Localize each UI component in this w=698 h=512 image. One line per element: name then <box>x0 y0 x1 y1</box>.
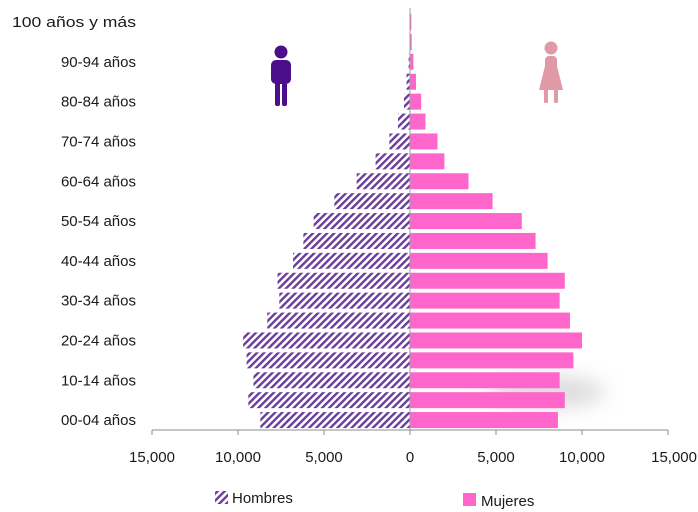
bar-mujeres-25-29-a-os <box>410 312 570 329</box>
category-label: 00-04 años <box>61 412 136 429</box>
bar-hombres-30-34-a-os <box>279 292 410 309</box>
bar-mujeres-20-24-a-os <box>410 332 582 349</box>
x-tick-label: 15,000 <box>129 449 175 466</box>
x-tick-label: 5,000 <box>305 449 343 466</box>
bar-hombres-55-59-a-os <box>334 193 410 210</box>
category-label: 40-44 años <box>61 253 136 270</box>
bar-mujeres-05-09-a-os <box>410 392 565 409</box>
bar-mujeres-100-a-os-y-m-s <box>410 14 412 31</box>
legend-item-hombres: Hombres <box>215 490 293 507</box>
category-label: 60-64 años <box>61 173 136 190</box>
bar-hombres-15-19-a-os <box>246 352 410 369</box>
bar-mujeres-50-54-a-os <box>410 213 522 230</box>
bar-mujeres-60-64-a-os <box>410 173 469 190</box>
legend-swatch-hombres <box>215 491 228 504</box>
legend-swatch-mujeres <box>463 493 476 506</box>
bar-mujeres-40-44-a-os <box>410 252 548 269</box>
x-axis-tick-labels: 15,000 10,000 5,000 0 5,000 10,000 15,000 <box>129 449 697 466</box>
bar-mujeres-15-19-a-os <box>410 352 574 369</box>
y-axis-category-labels: 00-04 años 10-14 años 20-24 años 30-34 años… <box>12 14 136 429</box>
bar-hombres-40-44-a-os <box>293 252 410 269</box>
bar-hombres-10-14-a-os <box>253 372 410 389</box>
bar-hombres-45-49-a-os <box>303 232 410 249</box>
x-tick-label: 15,000 <box>651 449 697 466</box>
bar-mujeres-65-69-a-os <box>410 153 445 170</box>
bar-mujeres-80-84-a-os <box>410 93 422 110</box>
female-figure-icon <box>539 41 563 103</box>
mujeres-bars <box>410 14 582 429</box>
bar-hombres-25-29-a-os <box>267 312 410 329</box>
bar-mujeres-30-34-a-os <box>410 292 560 309</box>
bar-hombres-00-04-a-os <box>260 412 410 429</box>
category-label: 70-74 años <box>61 133 136 150</box>
category-label: 50-54 años <box>61 213 136 230</box>
bar-hombres-65-69-a-os <box>375 153 410 170</box>
bar-hombres-50-54-a-os <box>313 213 410 230</box>
bar-mujeres-85-89-a-os <box>410 73 417 90</box>
legend-item-mujeres: Mujeres <box>463 493 534 510</box>
category-label: 30-34 años <box>61 293 136 310</box>
bar-mujeres-95-99-a-os <box>410 33 412 50</box>
bar-hombres-05-09-a-os <box>248 392 410 409</box>
bar-hombres-20-24-a-os <box>243 332 410 349</box>
category-label: 10-14 años <box>61 372 136 389</box>
bar-mujeres-00-04-a-os <box>410 412 558 429</box>
male-figure-icon <box>271 45 291 106</box>
bar-hombres-60-64-a-os <box>356 173 410 190</box>
bar-hombres-90-94-a-os <box>408 53 410 70</box>
category-label: 90-94 años <box>61 54 136 71</box>
legend-label-hombres: Hombres <box>232 490 293 507</box>
bar-hombres-80-84-a-os <box>403 93 410 110</box>
bar-mujeres-35-39-a-os <box>410 272 565 289</box>
bar-mujeres-90-94-a-os <box>410 53 414 70</box>
bar-mujeres-10-14-a-os <box>410 372 560 389</box>
bar-mujeres-45-49-a-os <box>410 232 536 249</box>
bar-mujeres-75-79-a-os <box>410 113 426 130</box>
bar-hombres-70-74-a-os <box>389 133 410 150</box>
x-tick-label: 10,000 <box>215 449 261 466</box>
x-tick-label: 5,000 <box>477 449 515 466</box>
hombres-bars <box>243 14 410 429</box>
legend-label-mujeres: Mujeres <box>481 493 534 510</box>
x-axis-ticks <box>151 430 669 435</box>
legend: Hombres Mujeres <box>215 490 534 510</box>
category-label: 100 años y más <box>12 14 136 31</box>
bar-mujeres-55-59-a-os <box>410 193 493 210</box>
category-label: 20-24 años <box>61 332 136 349</box>
category-label: 80-84 años <box>61 94 136 111</box>
bar-mujeres-70-74-a-os <box>410 133 438 150</box>
bar-hombres-35-39-a-os <box>277 272 410 289</box>
bar-hombres-85-89-a-os <box>406 73 410 90</box>
x-tick-label: 0 <box>406 449 414 466</box>
bar-hombres-75-79-a-os <box>397 113 410 130</box>
x-tick-label: 10,000 <box>559 449 605 466</box>
